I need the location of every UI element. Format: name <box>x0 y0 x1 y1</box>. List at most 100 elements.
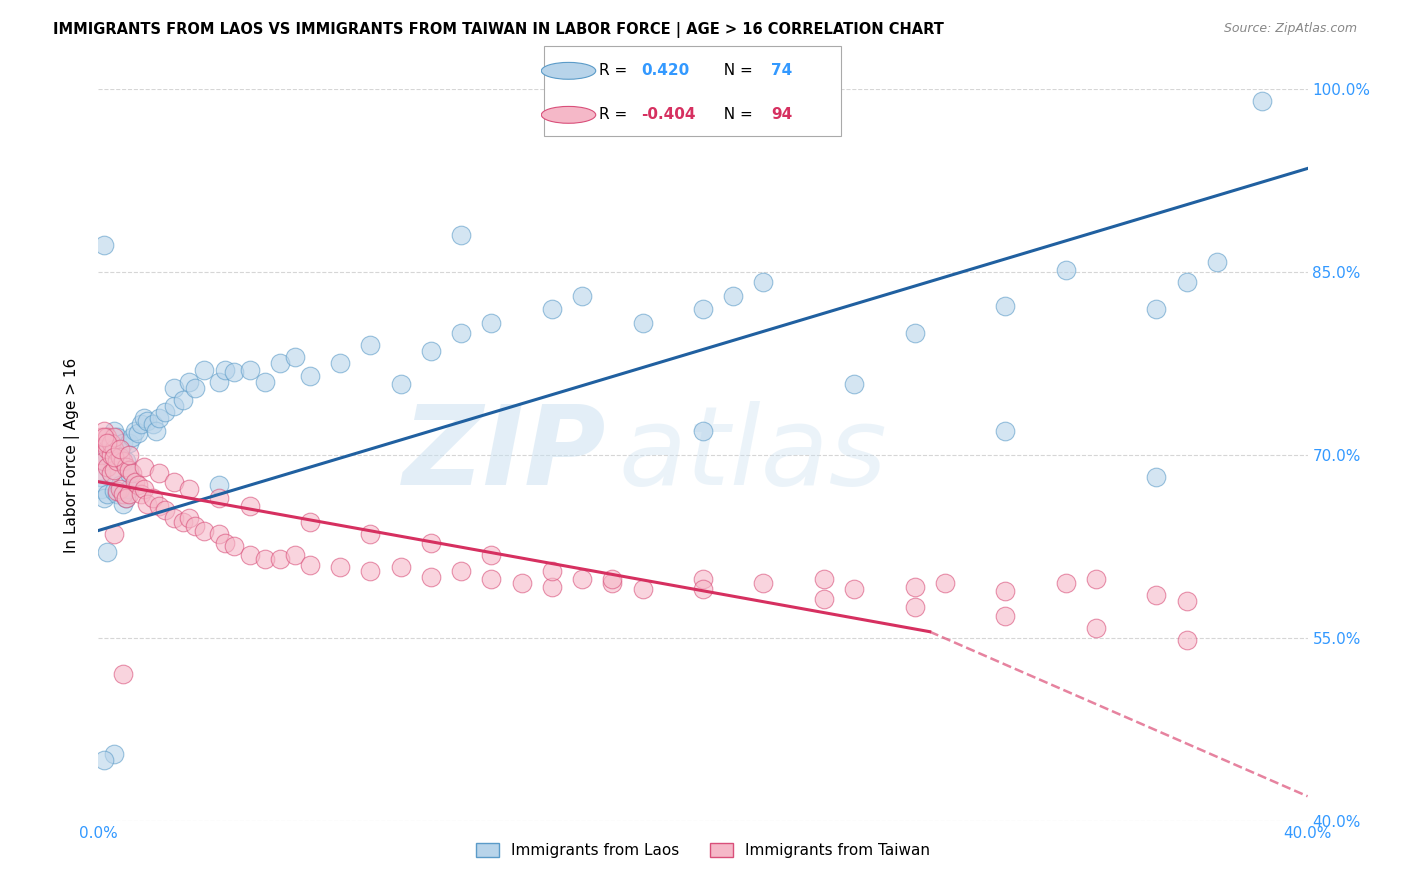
Point <box>90 482 112 496</box>
Point <box>329 560 352 574</box>
Text: N =: N = <box>714 63 758 78</box>
Point <box>118 487 141 501</box>
Point <box>100 435 122 450</box>
Point <box>172 393 194 408</box>
Point <box>163 399 186 413</box>
Point <box>96 460 118 475</box>
Point <box>420 535 443 549</box>
Point <box>1206 255 1229 269</box>
Point <box>253 551 276 566</box>
Text: ZIP: ZIP <box>402 401 606 508</box>
Point <box>179 375 201 389</box>
Point <box>904 326 927 340</box>
Point <box>100 448 122 462</box>
Point <box>994 299 1017 313</box>
Point <box>284 351 307 365</box>
Point <box>135 497 157 511</box>
Point <box>420 570 443 584</box>
Point <box>1085 621 1108 635</box>
Point <box>224 365 246 379</box>
Point <box>1144 301 1167 316</box>
Point <box>1144 470 1167 484</box>
Point <box>148 466 170 480</box>
Point <box>389 377 412 392</box>
Point <box>1251 95 1274 109</box>
Point <box>540 580 562 594</box>
Point <box>193 362 215 376</box>
Point <box>103 484 125 499</box>
Point <box>114 454 136 468</box>
Point <box>111 667 134 681</box>
Point <box>692 301 714 316</box>
Point <box>1054 576 1077 591</box>
Point <box>127 425 149 440</box>
Point <box>172 515 194 529</box>
Point <box>481 572 503 586</box>
Y-axis label: In Labor Force | Age > 16: In Labor Force | Age > 16 <box>63 358 80 552</box>
Point <box>105 487 128 501</box>
Text: 74: 74 <box>770 63 793 78</box>
Point <box>360 527 382 541</box>
Point <box>153 502 176 516</box>
Text: atlas: atlas <box>619 401 887 508</box>
Point <box>111 497 134 511</box>
Point <box>148 411 170 425</box>
Point <box>844 582 866 596</box>
Point <box>163 475 186 489</box>
Point <box>108 450 131 465</box>
Point <box>124 424 146 438</box>
Point <box>93 435 115 450</box>
Text: -0.404: -0.404 <box>641 107 696 122</box>
Point <box>103 747 125 761</box>
Point <box>450 564 472 578</box>
Point <box>129 417 152 432</box>
Point <box>692 424 714 438</box>
Point <box>752 275 775 289</box>
Point <box>124 475 146 489</box>
Point <box>93 491 115 505</box>
Point <box>108 442 131 456</box>
Circle shape <box>541 106 596 123</box>
Point <box>163 511 186 525</box>
Point <box>142 491 165 505</box>
Point <box>692 582 714 596</box>
Point <box>100 466 122 480</box>
Point <box>184 381 207 395</box>
Point <box>135 414 157 428</box>
Point <box>813 572 835 586</box>
Point <box>103 462 125 476</box>
Point <box>145 424 167 438</box>
Point <box>214 362 236 376</box>
Point <box>510 576 533 591</box>
Point <box>103 424 125 438</box>
Point <box>481 316 503 330</box>
Point <box>299 515 322 529</box>
Point <box>179 482 201 496</box>
Point <box>105 430 128 444</box>
Text: R =: R = <box>599 107 631 122</box>
Point <box>208 478 231 492</box>
Text: IMMIGRANTS FROM LAOS VS IMMIGRANTS FROM TAIWAN IN LABOR FORCE | AGE > 16 CORRELA: IMMIGRANTS FROM LAOS VS IMMIGRANTS FROM … <box>53 22 945 38</box>
Point <box>96 448 118 462</box>
Legend: Immigrants from Laos, Immigrants from Taiwan: Immigrants from Laos, Immigrants from Ta… <box>470 837 936 864</box>
Point <box>93 753 115 767</box>
Point <box>1054 262 1077 277</box>
Point <box>184 518 207 533</box>
Point <box>93 454 115 468</box>
Point <box>692 572 714 586</box>
Point <box>631 582 654 596</box>
Text: N =: N = <box>714 107 758 122</box>
Point <box>813 591 835 606</box>
Point <box>96 487 118 501</box>
Point <box>1175 275 1198 289</box>
Circle shape <box>541 62 596 79</box>
Point <box>481 548 503 562</box>
Point <box>208 491 231 505</box>
Point <box>904 600 927 615</box>
Point <box>90 466 112 480</box>
Point <box>193 524 215 538</box>
Point <box>90 470 112 484</box>
Point <box>103 430 125 444</box>
Point <box>111 435 134 450</box>
Point <box>108 482 131 496</box>
